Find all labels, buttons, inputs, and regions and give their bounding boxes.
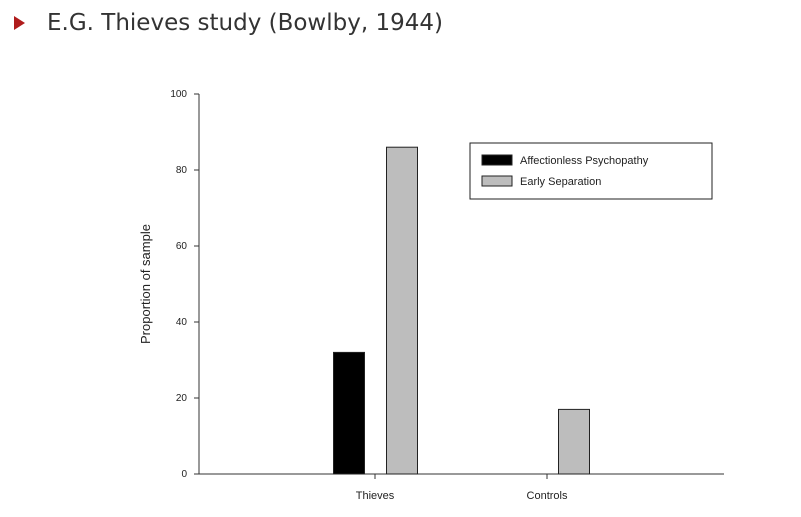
y-tick-label: 0 (181, 469, 187, 480)
chart-axes: 0 20 40 60 80 100 Proportion of sample Thieves C… (138, 89, 724, 502)
bar (333, 351, 365, 475)
slide-title: E.G. Thieves study (Bowlby, 1944) (47, 10, 443, 36)
legend-box (469, 142, 713, 200)
legend-label: Affectionless Psychopathy (520, 155, 649, 167)
legend-label: Early Separation (520, 176, 601, 188)
legend-swatch (481, 154, 513, 166)
y-tick-label: 60 (176, 241, 188, 252)
x-tick-label: Controls (527, 490, 568, 502)
x-tick-label: Thieves (356, 490, 395, 502)
y-tick-label: 20 (176, 393, 188, 404)
y-tick-label: 100 (170, 89, 187, 100)
legend-swatch (481, 175, 513, 187)
y-tick-label: 40 (176, 317, 188, 328)
chart-legend: Affectionless Psychopathy Early Separatio… (469, 142, 713, 200)
chart-bars (333, 146, 590, 475)
y-tick-label: 80 (176, 165, 188, 176)
slide-bullet-row: E.G. Thieves study (Bowlby, 1944) (14, 10, 443, 36)
y-axis-label: Proportion of sample (138, 224, 153, 344)
bar (558, 408, 590, 475)
bar (386, 146, 418, 475)
bullet-arrow-icon (14, 16, 25, 30)
